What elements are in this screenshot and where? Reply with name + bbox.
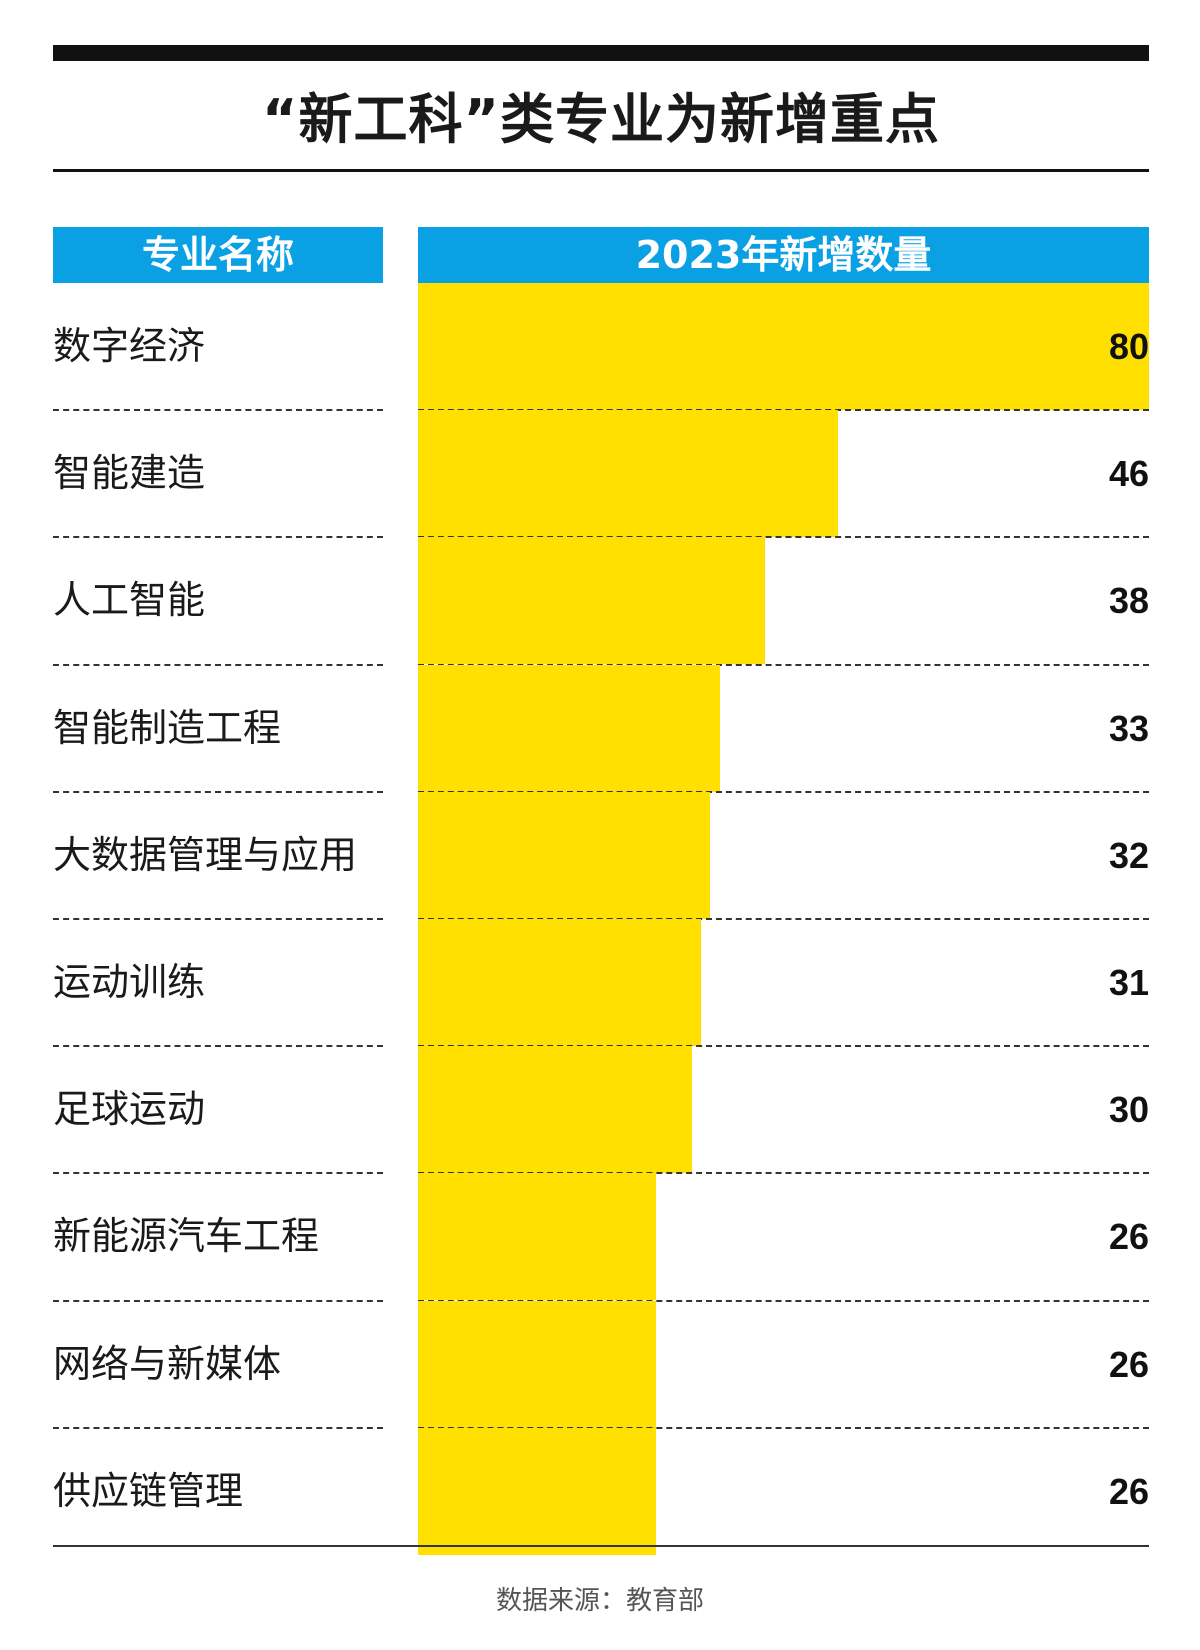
bar-row: 数字经济 80 xyxy=(0,283,1200,410)
source-note: 数据来源：教育部 xyxy=(495,1586,704,1616)
category-column-header: 专业名称 xyxy=(53,227,383,283)
bar-row: 智能建造 46 xyxy=(0,410,1200,538)
category-label: 网络与新媒体 xyxy=(53,1341,282,1386)
bar xyxy=(418,283,1149,410)
bar xyxy=(418,537,766,665)
bottom-rule xyxy=(53,1545,1149,1547)
top-rule xyxy=(53,45,1149,61)
bar-row: 供应链管理 26 xyxy=(0,1427,1200,1555)
value-label: 30 xyxy=(1108,1089,1149,1131)
row-separator xyxy=(418,1045,1149,1048)
bar-row: 运动训练 31 xyxy=(0,919,1200,1046)
category-label: 智能制造工程 xyxy=(53,705,282,750)
value-label: 26 xyxy=(1108,1470,1149,1512)
bar-row: 大数据管理与应用 32 xyxy=(0,791,1200,919)
bar-row: 智能制造工程 33 xyxy=(0,664,1200,792)
value-label: 38 xyxy=(1108,580,1149,622)
category-label: 新能源汽车工程 xyxy=(53,1214,320,1259)
row-separator xyxy=(53,409,383,412)
bar-row: 网络与新媒体 26 xyxy=(0,1300,1200,1428)
bar-row: 人工智能 38 xyxy=(0,537,1200,665)
bar-row: 新能源汽车工程 26 xyxy=(0,1173,1200,1301)
category-label: 智能建造 xyxy=(53,451,206,496)
row-separator xyxy=(418,918,1149,920)
category-label: 人工智能 xyxy=(53,578,206,623)
category-label: 足球运动 xyxy=(53,1087,206,1132)
category-label: 运动训练 xyxy=(53,960,206,1004)
row-separator xyxy=(418,536,1149,539)
row-separator xyxy=(53,536,383,539)
bar xyxy=(418,1173,656,1301)
row-separator xyxy=(53,1045,383,1048)
chart-title: “新工科”类专业为新增重点 xyxy=(262,88,940,151)
bar xyxy=(418,1046,693,1174)
bar xyxy=(418,410,839,538)
value-label: 26 xyxy=(1108,1343,1149,1385)
bar xyxy=(418,1427,656,1555)
bar xyxy=(418,664,720,792)
value-label: 32 xyxy=(1108,834,1149,876)
row-separator xyxy=(53,663,383,666)
row-separator xyxy=(418,1426,1149,1429)
category-label: 大数据管理与应用 xyxy=(53,832,358,877)
value-label: 46 xyxy=(1108,453,1149,495)
bar xyxy=(418,791,711,919)
value-label: 26 xyxy=(1108,1216,1149,1258)
category-label: 供应链管理 xyxy=(53,1468,244,1513)
value-label: 80 xyxy=(1108,326,1149,367)
row-separator xyxy=(418,790,1149,793)
bar-row: 足球运动 30 xyxy=(0,1046,1200,1174)
row-separator xyxy=(53,918,383,920)
bar xyxy=(418,919,702,1046)
value-column-header: 2023年新增数量 xyxy=(418,227,1149,283)
category-label: 数字经济 xyxy=(53,324,206,368)
row-separator xyxy=(53,1426,383,1429)
row-separator xyxy=(53,790,383,793)
title-rule xyxy=(53,169,1149,172)
value-label: 33 xyxy=(1108,707,1149,749)
value-label: 31 xyxy=(1108,962,1149,1003)
row-separator xyxy=(418,663,1149,666)
row-separator xyxy=(418,1299,1149,1302)
row-separator xyxy=(53,1172,383,1175)
row-separator xyxy=(418,1172,1149,1175)
bar xyxy=(418,1300,656,1428)
row-separator xyxy=(53,1299,383,1302)
